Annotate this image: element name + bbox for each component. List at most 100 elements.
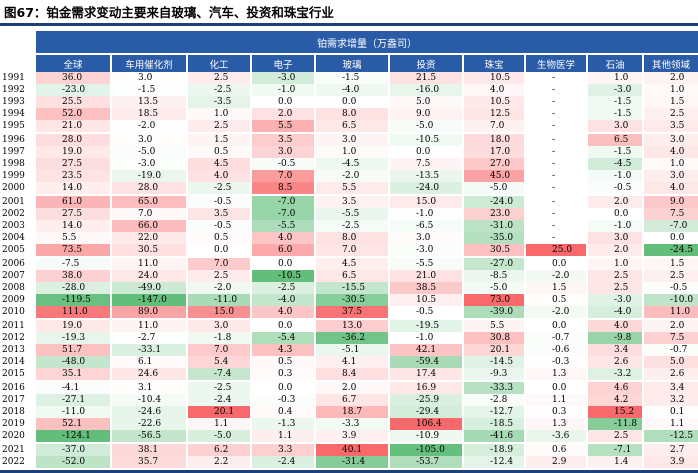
value-cell: -41.6 bbox=[462, 430, 524, 442]
value-cell: 2.5 bbox=[186, 270, 250, 282]
year-label: 2006 bbox=[0, 256, 34, 270]
value-cell: 13.5 bbox=[110, 96, 186, 108]
value-cell: 10.5 bbox=[462, 72, 524, 84]
table-row: 2003 14.0 66.0 -0.5 -5.5 -2.5 -6.5 -31.0- -1.0 -7… bbox=[0, 220, 698, 232]
value-cell: 19.0 bbox=[34, 318, 110, 332]
value-cell: 3.0 bbox=[110, 132, 186, 146]
value-cell: 1.5 bbox=[642, 256, 698, 270]
value-cell: 0.5 bbox=[186, 232, 250, 244]
value-cell: -24.0 bbox=[388, 182, 462, 194]
value-cell: -22.6 bbox=[110, 418, 186, 430]
value-cell: -5.0 bbox=[462, 282, 524, 294]
value-cell: 0.0 bbox=[314, 96, 388, 108]
value-cell: - bbox=[524, 208, 586, 220]
value-cell: -6.5 bbox=[388, 220, 462, 232]
value-cell: 2.6 bbox=[642, 368, 698, 380]
value-cell: -4.5 bbox=[314, 158, 388, 170]
value-cell: -1.0 bbox=[388, 208, 462, 220]
year-label: 1992 bbox=[2, 85, 25, 95]
value-cell: 7.0 bbox=[314, 244, 388, 256]
value-cell: 51.7 bbox=[34, 344, 110, 356]
value-cell: -2.5 bbox=[186, 84, 250, 96]
value-cell: -0.5 bbox=[586, 182, 642, 194]
value-cell: -25.9 bbox=[388, 394, 462, 406]
value-cell: -28.0 bbox=[34, 282, 110, 294]
value-cell: -31.4 bbox=[314, 456, 388, 468]
value-cell: 7.0 bbox=[462, 120, 524, 132]
value-cell: -2.5 bbox=[314, 220, 388, 232]
value-cell: 5.5 bbox=[314, 182, 388, 194]
value-cell: 6.1 bbox=[110, 356, 186, 368]
value-cell: 0.0 bbox=[642, 232, 698, 244]
value-cell: 14.0 bbox=[34, 220, 110, 232]
value-cell: 8.5 bbox=[250, 182, 314, 194]
year-label: 1993 bbox=[2, 97, 25, 107]
value-cell: 2.0 bbox=[250, 108, 314, 120]
value-cell: 3.9 bbox=[642, 456, 698, 468]
value-cell: 2.2 bbox=[186, 456, 250, 468]
value-cell: -9.8 bbox=[586, 332, 642, 344]
value-cell: -16.0 bbox=[388, 84, 462, 96]
value-cell: - bbox=[524, 120, 586, 132]
value-cell: 0.3 bbox=[524, 406, 586, 418]
value-cell: 4.0 bbox=[186, 170, 250, 182]
value-cell: -5.0 bbox=[186, 430, 250, 442]
value-cell: -3.6 bbox=[524, 430, 586, 442]
value-cell: 4.2 bbox=[586, 394, 642, 406]
value-cell: -10.9 bbox=[388, 430, 462, 442]
value-cell: 0.0 bbox=[250, 380, 314, 394]
value-cell: 3.0 bbox=[388, 232, 462, 244]
value-cell: 2.0 bbox=[642, 318, 698, 332]
value-cell: 24.0 bbox=[110, 270, 186, 282]
value-cell: 10.5 bbox=[462, 96, 524, 108]
table-row: 2018 -11.0 -24.6 20.1 0.4 18.7 -29.4 -12.7 0.3 15… bbox=[0, 406, 698, 418]
value-cell: -33.1 bbox=[110, 344, 186, 356]
value-cell: 2.7 bbox=[642, 442, 698, 456]
value-cell: 17.4 bbox=[388, 368, 462, 380]
value-cell: -2.4 bbox=[186, 394, 250, 406]
value-cell: -12.5 bbox=[642, 430, 698, 442]
value-cell: 2.9 bbox=[524, 456, 586, 468]
year-label: 2011 bbox=[0, 318, 34, 332]
value-cell: 5.5 bbox=[34, 232, 110, 244]
value-cell: 7.0 bbox=[186, 344, 250, 356]
value-cell: 2.5 bbox=[642, 270, 698, 282]
value-cell: 37.5 bbox=[314, 306, 388, 318]
value-cell: -7.1 bbox=[586, 442, 642, 456]
value-cell: 1.3 bbox=[524, 368, 586, 380]
value-cell: -3.0 bbox=[586, 294, 642, 306]
table-row: 2014 -48.0 6.1 5.4 0.5 4.1 -59.4 -14.5 -0.3 2.6 5.… bbox=[0, 356, 698, 368]
value-cell: -37.0 bbox=[34, 442, 110, 456]
year-label: 2008 bbox=[2, 283, 25, 293]
value-cell: 2.0 bbox=[642, 72, 698, 84]
value-cell: 3.1 bbox=[110, 380, 186, 394]
value-cell: 0.0 bbox=[250, 256, 314, 270]
value-cell: -7.0 bbox=[250, 208, 314, 220]
value-cell: 4.0 bbox=[462, 84, 524, 96]
value-cell: 20.1 bbox=[462, 344, 524, 356]
value-cell: 6.7 bbox=[314, 394, 388, 406]
value-cell: -33.3 bbox=[462, 380, 524, 394]
value-cell: 3.0 bbox=[186, 318, 250, 332]
value-cell: 38.1 bbox=[110, 442, 186, 456]
year-label: 2004 bbox=[2, 233, 25, 243]
top-rule bbox=[0, 23, 698, 26]
value-cell: -1.5 bbox=[586, 108, 642, 120]
value-cell: 16.9 bbox=[388, 380, 462, 394]
table-row: 1998 27.5 -3.0 4.5 -0.5 -4.5 7.5 27.0- -4.5 1.0 bbox=[0, 158, 698, 170]
group-header: 铂需求增量（万盎司） bbox=[34, 31, 698, 53]
value-cell: 35.1 bbox=[34, 368, 110, 380]
value-cell: 19.0 bbox=[34, 146, 110, 158]
table-row: 2006 -7.5 11.0 7.0 0.0 4.5 -5.5 -27.0 0.0 1.0 1.5 bbox=[0, 256, 698, 270]
value-cell: -11.8 bbox=[586, 418, 642, 430]
value-cell: 3.0 bbox=[586, 232, 642, 244]
value-cell: 0.3 bbox=[250, 368, 314, 380]
value-cell: -3.0 bbox=[586, 84, 642, 96]
value-cell: -53.7 bbox=[388, 456, 462, 468]
value-cell: 8.4 bbox=[314, 368, 388, 380]
table-row: 2000 14.0 28.0 -2.5 8.5 5.5 -24.0 -5.0- -0.5 4.0 bbox=[0, 182, 698, 194]
value-cell: -4.5 bbox=[586, 158, 642, 170]
value-cell: -10.5 bbox=[250, 270, 314, 282]
value-cell: 3.3 bbox=[250, 442, 314, 456]
value-cell: 4.6 bbox=[586, 380, 642, 394]
